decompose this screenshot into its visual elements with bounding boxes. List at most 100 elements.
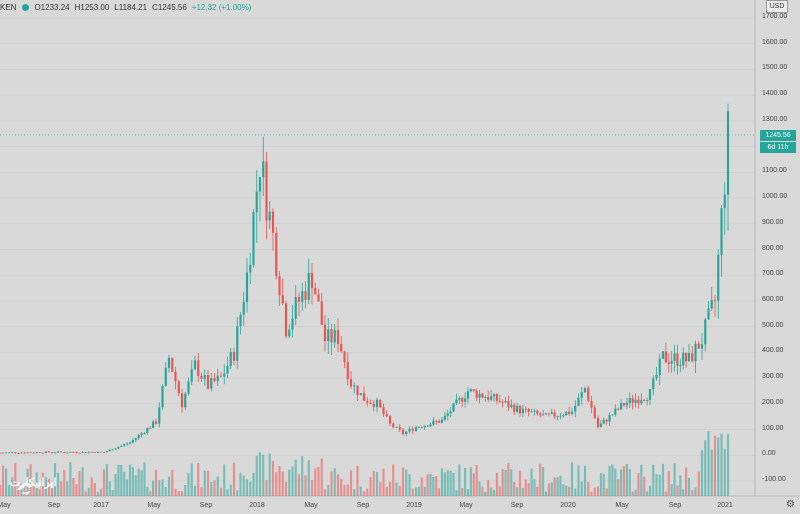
volume-bar — [631, 491, 634, 496]
candle-body — [398, 426, 401, 430]
price-tick-label: 900.00 — [762, 218, 784, 226]
candle-body — [206, 375, 210, 389]
time-tick-label: Sep — [356, 502, 370, 509]
volume-bar — [568, 486, 571, 496]
candle-body — [203, 375, 206, 379]
currency-button[interactable]: USD — [766, 0, 788, 13]
volume-bar — [521, 487, 524, 496]
candle-body — [596, 417, 600, 428]
candle-body — [146, 427, 149, 433]
candle-body — [174, 371, 177, 382]
candle-body — [314, 288, 317, 295]
candle-body — [252, 212, 255, 266]
candle-body — [323, 324, 327, 342]
volume-bar — [544, 491, 548, 496]
time-tick-label: May — [147, 502, 161, 509]
candle-body — [346, 362, 349, 380]
volume-bar — [375, 472, 379, 496]
volume-bar — [388, 481, 392, 496]
candle-body — [487, 397, 490, 400]
volume-bar — [288, 469, 291, 496]
candle-body — [255, 191, 258, 213]
volume-bar — [417, 487, 420, 496]
candle-body — [0, 452, 2, 454]
candle-body — [26, 452, 29, 454]
candle-body — [333, 329, 336, 343]
price-tick-label: 1100.00 — [762, 167, 787, 175]
candle-body — [495, 393, 498, 401]
volume-bar — [481, 486, 484, 496]
candle-body — [35, 452, 38, 453]
volume-bar — [258, 452, 262, 496]
volume-bar — [161, 479, 164, 496]
volume-bar — [99, 488, 103, 496]
volume-bar — [694, 487, 697, 496]
volume-bar — [405, 469, 408, 496]
candle-body — [452, 403, 455, 412]
volume-bar — [717, 437, 720, 496]
candle-body — [17, 453, 20, 454]
volume-bar — [455, 490, 458, 496]
volume-bar — [75, 484, 78, 496]
volume-bar — [236, 490, 239, 496]
price-tick-label: 100.00 — [762, 424, 784, 432]
volume-bar — [117, 464, 120, 496]
price-tick-label: 200.00 — [762, 398, 784, 406]
candle-body — [158, 407, 161, 424]
volume-bar — [180, 491, 184, 496]
candle-body — [20, 452, 23, 454]
price-tick-label: 1000.00 — [762, 193, 788, 201]
price-tick-label: 500.00 — [762, 321, 784, 329]
candle-body — [29, 452, 32, 454]
candle-body — [590, 400, 593, 408]
volume-bar — [114, 473, 117, 496]
brand-logo-icon — [17, 482, 33, 495]
volume-bar — [41, 472, 44, 496]
candle-body — [210, 377, 213, 389]
volume-bar — [167, 476, 171, 496]
volume-bar — [164, 487, 167, 496]
volume-bar — [291, 466, 294, 496]
time-tick-label: May — [459, 502, 473, 509]
volume-bar — [44, 477, 47, 496]
volume-bar — [464, 467, 467, 496]
volume-bar — [487, 479, 490, 496]
candle-body — [481, 393, 484, 398]
volume-bar — [26, 468, 29, 496]
candle-body — [164, 367, 167, 386]
volume-bar — [574, 488, 577, 496]
volume-bar — [713, 435, 717, 496]
volume-bar — [687, 478, 691, 496]
settings-gear-icon[interactable]: ⚙ — [786, 499, 795, 510]
candle-body — [559, 415, 562, 417]
candle-body — [625, 402, 628, 406]
volume-bar — [149, 491, 152, 496]
volume-bar — [210, 481, 213, 496]
candle-body — [226, 366, 229, 374]
volume-bar — [60, 481, 63, 496]
candle-body — [99, 451, 103, 453]
volume-bar — [171, 469, 174, 496]
candle-body — [245, 272, 249, 302]
candle-body — [717, 254, 720, 301]
candle-body — [57, 451, 60, 453]
time-tick-label: 2018 — [249, 502, 265, 509]
candle-body — [66, 452, 69, 454]
candle-body — [691, 353, 694, 362]
candle-body — [140, 433, 143, 436]
candle-body — [84, 451, 87, 453]
volume-bar — [333, 468, 336, 496]
candle-body — [673, 353, 676, 362]
candle-body — [265, 161, 268, 221]
volume-bar — [398, 485, 401, 496]
volume-bar — [640, 464, 643, 496]
candle-body — [704, 319, 707, 345]
volume-bar — [599, 473, 602, 496]
volume-bar — [720, 433, 723, 496]
volume-bar — [223, 464, 226, 496]
price-tick-label: 1400.00 — [762, 90, 788, 98]
candle-body — [620, 403, 623, 410]
volume-bar — [475, 464, 478, 496]
